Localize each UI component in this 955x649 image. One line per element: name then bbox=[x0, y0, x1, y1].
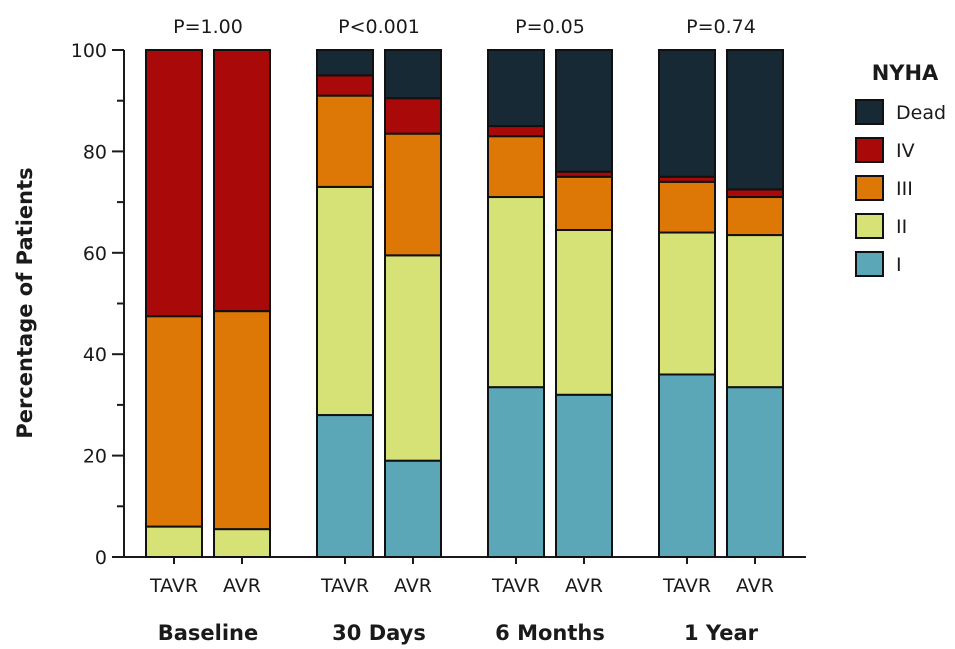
bar-segment-dead bbox=[658, 49, 716, 178]
bar-segment-i bbox=[384, 459, 442, 559]
group-label: Baseline bbox=[158, 621, 259, 645]
legend-label: III bbox=[896, 178, 913, 200]
bars bbox=[145, 49, 784, 559]
p-value-label: P=1.00 bbox=[173, 16, 243, 38]
bar-label: TAVR bbox=[320, 575, 369, 597]
bar-segment-iii bbox=[726, 196, 784, 237]
bar-segment-i bbox=[555, 393, 613, 559]
bar-segment-dead bbox=[384, 49, 442, 100]
bar-segment-iv bbox=[213, 49, 271, 313]
labels: TAVR AVR Baseline P=1.00 TAVR AVR 30 Days P<0.0… bbox=[149, 16, 774, 645]
y-tick-label: 20 bbox=[83, 446, 107, 468]
y-tick-label: 60 bbox=[83, 243, 107, 265]
p-value-label: P=0.74 bbox=[686, 16, 756, 38]
legend-swatch bbox=[855, 99, 884, 125]
legend-label: I bbox=[896, 254, 902, 276]
bar-segment-iii bbox=[487, 135, 545, 199]
legend-title: NYHA bbox=[872, 61, 939, 85]
p-value-label: P<0.001 bbox=[338, 16, 420, 38]
y-tick-label: 100 bbox=[71, 40, 107, 62]
legend-label: II bbox=[896, 216, 907, 238]
bar-segment-iii bbox=[658, 180, 716, 234]
bar-segment-iii bbox=[213, 310, 271, 531]
group-label: 6 Months bbox=[495, 621, 605, 645]
bar-segment-ii bbox=[658, 231, 716, 376]
bar-segment-ii bbox=[487, 196, 545, 389]
group-label: 1 Year bbox=[684, 621, 759, 645]
bar-segment-ii bbox=[213, 528, 271, 558]
bar-label: AVR bbox=[223, 575, 261, 597]
bar-segment-iv bbox=[726, 188, 784, 199]
bar-segment-ii bbox=[726, 234, 784, 389]
bar-segment-iv bbox=[145, 49, 203, 318]
y-tick-label: 40 bbox=[83, 344, 107, 366]
y-tick-label: 80 bbox=[83, 141, 107, 163]
bar-segment-iii bbox=[316, 94, 374, 188]
bar-label: AVR bbox=[736, 575, 774, 597]
bar-segment-dead bbox=[726, 49, 784, 191]
bar-label: AVR bbox=[565, 575, 603, 597]
bar-segment-iv bbox=[487, 125, 545, 138]
bar-segment-iii bbox=[384, 132, 442, 257]
bar-segment-dead bbox=[316, 49, 374, 77]
bar-segment-dead bbox=[555, 49, 613, 173]
legend-label: IV bbox=[896, 140, 915, 162]
bar-segment-iii bbox=[555, 175, 613, 231]
legend-swatch bbox=[855, 175, 884, 201]
bar-label: TAVR bbox=[149, 575, 198, 597]
bar-segment-iv bbox=[316, 74, 374, 97]
bar-segment-i bbox=[658, 373, 716, 559]
bar-segment-iii bbox=[145, 315, 203, 528]
bar-segment-i bbox=[316, 414, 374, 559]
bar-label: AVR bbox=[394, 575, 432, 597]
bar-segment-ii bbox=[555, 228, 613, 396]
bar-label: TAVR bbox=[491, 575, 540, 597]
legend-label: Dead bbox=[896, 102, 946, 124]
bar-segment-dead bbox=[487, 49, 545, 128]
y-tick-label: 0 bbox=[95, 547, 107, 569]
bar-segment-i bbox=[487, 386, 545, 558]
legend-swatch bbox=[855, 251, 884, 277]
group-label: 30 Days bbox=[332, 621, 426, 645]
bar-segment-ii bbox=[316, 185, 374, 417]
bar-segment-ii bbox=[384, 254, 442, 462]
bar-segment-ii bbox=[145, 525, 203, 559]
legend-swatch bbox=[855, 137, 884, 163]
bar-segment-iv bbox=[384, 97, 442, 135]
p-value-label: P=0.05 bbox=[515, 16, 585, 38]
bar-segment-i bbox=[726, 386, 784, 558]
y-axis-label: Percentage of Patients bbox=[13, 167, 37, 438]
bar-label: TAVR bbox=[662, 575, 711, 597]
legend-swatch bbox=[855, 213, 884, 239]
